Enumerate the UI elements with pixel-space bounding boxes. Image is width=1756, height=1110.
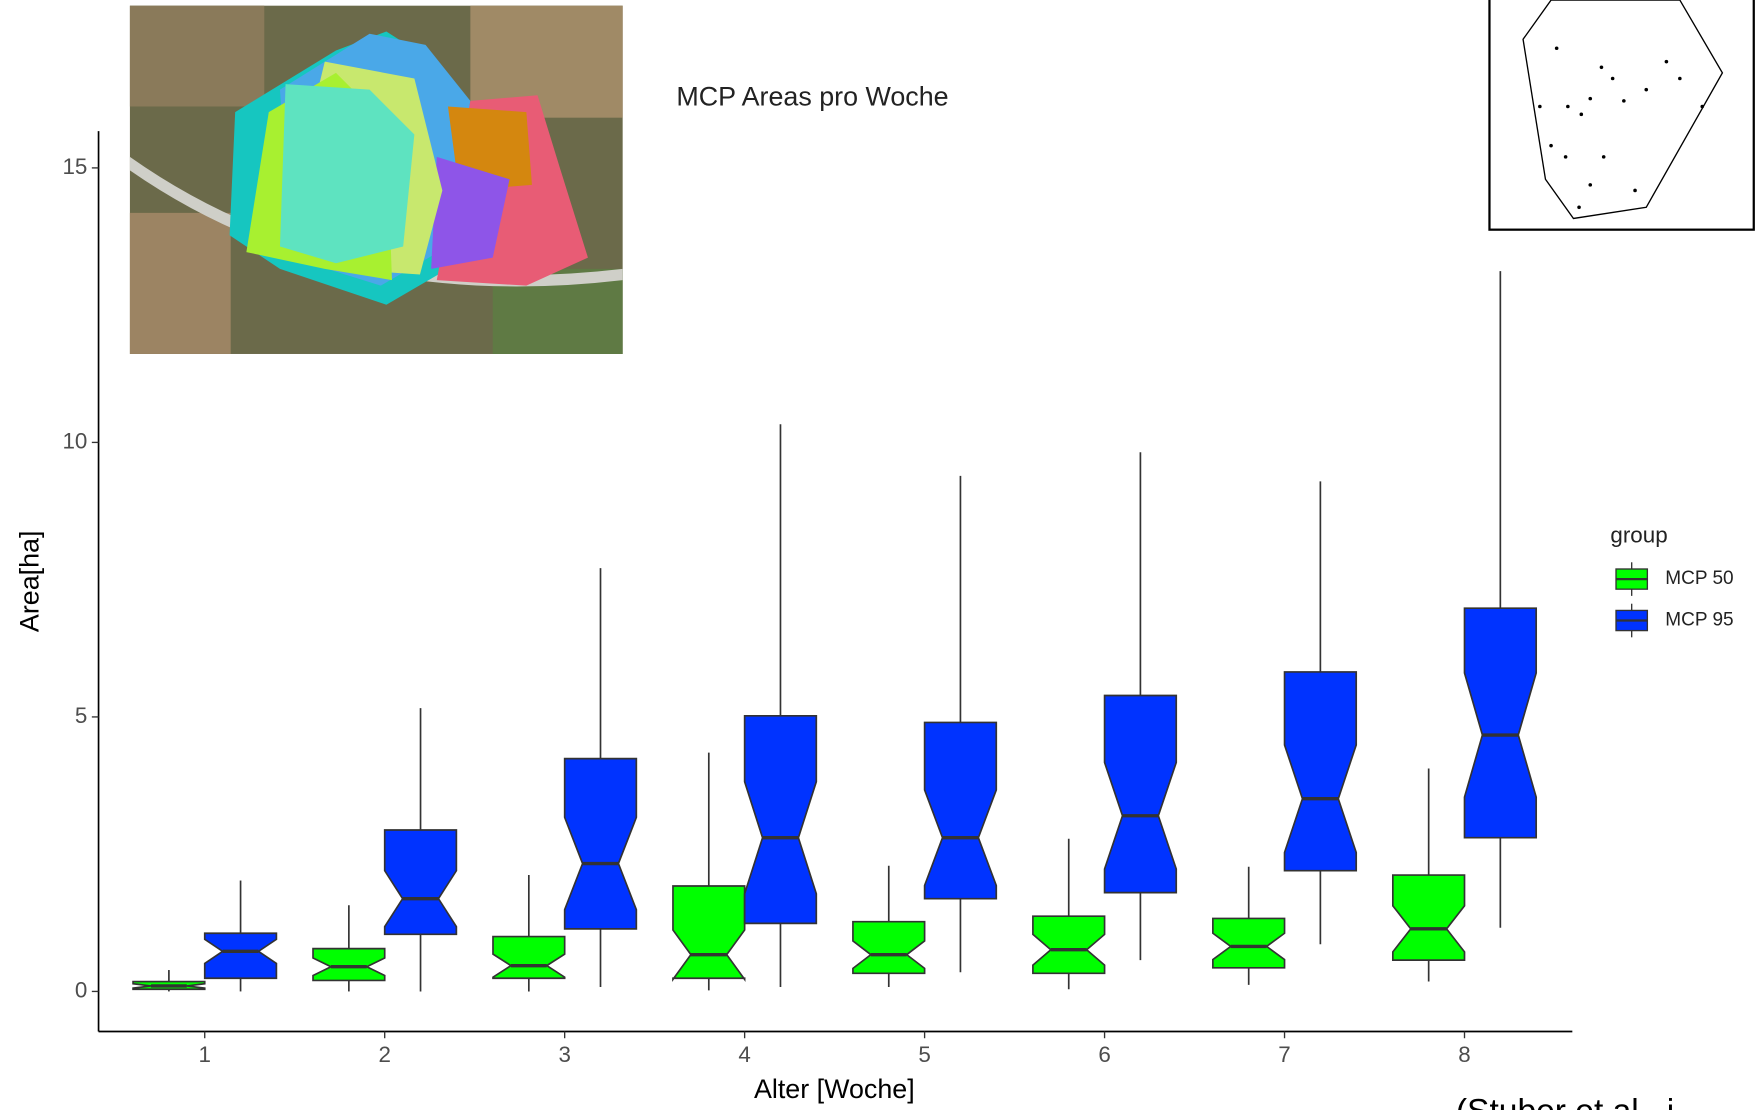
map-inset bbox=[130, 6, 623, 354]
x-axis-title: Alter [Woche] bbox=[754, 1074, 915, 1104]
box bbox=[565, 759, 637, 929]
chart: MCP Areas pro Woche Alter [Woche] Area[h… bbox=[0, 0, 1756, 1110]
box bbox=[1105, 696, 1177, 893]
page: {"chart_data": {"type": "boxplot", "titl… bbox=[0, 0, 1756, 1110]
box bbox=[1213, 918, 1285, 967]
box bbox=[493, 937, 565, 979]
box bbox=[1465, 608, 1537, 837]
x-tick-label: 4 bbox=[738, 1042, 750, 1067]
x-tick-label: 2 bbox=[378, 1042, 390, 1067]
box bbox=[385, 830, 457, 934]
box bbox=[925, 722, 997, 898]
mcp-diagram bbox=[1489, 0, 1753, 230]
citation: (Stuber et al., i bbox=[1456, 1093, 1674, 1110]
legend-label: MCP 95 bbox=[1665, 610, 1733, 631]
y-tick-label: 5 bbox=[75, 703, 87, 728]
y-tick-label: 10 bbox=[62, 428, 87, 453]
y-tick-label: 15 bbox=[62, 154, 87, 179]
legend-title: group bbox=[1610, 522, 1667, 547]
y-axis-title: Area[ha] bbox=[14, 531, 44, 633]
legend-label: MCP 50 bbox=[1665, 568, 1733, 589]
x-tick-label: 8 bbox=[1458, 1042, 1470, 1067]
box bbox=[745, 716, 817, 924]
box bbox=[205, 933, 277, 978]
x-tick-label: 7 bbox=[1278, 1042, 1290, 1067]
chart-title: MCP Areas pro Woche bbox=[676, 82, 948, 112]
box bbox=[1393, 875, 1465, 960]
x-tick-label: 1 bbox=[199, 1042, 211, 1067]
box bbox=[1033, 916, 1105, 973]
box bbox=[313, 949, 385, 981]
x-tick-label: 3 bbox=[558, 1042, 570, 1067]
y-tick-label: 0 bbox=[75, 977, 87, 1002]
box bbox=[1285, 672, 1357, 871]
x-tick-label: 5 bbox=[918, 1042, 930, 1067]
box bbox=[853, 922, 925, 974]
box bbox=[673, 886, 745, 979]
x-tick-label: 6 bbox=[1098, 1042, 1110, 1067]
